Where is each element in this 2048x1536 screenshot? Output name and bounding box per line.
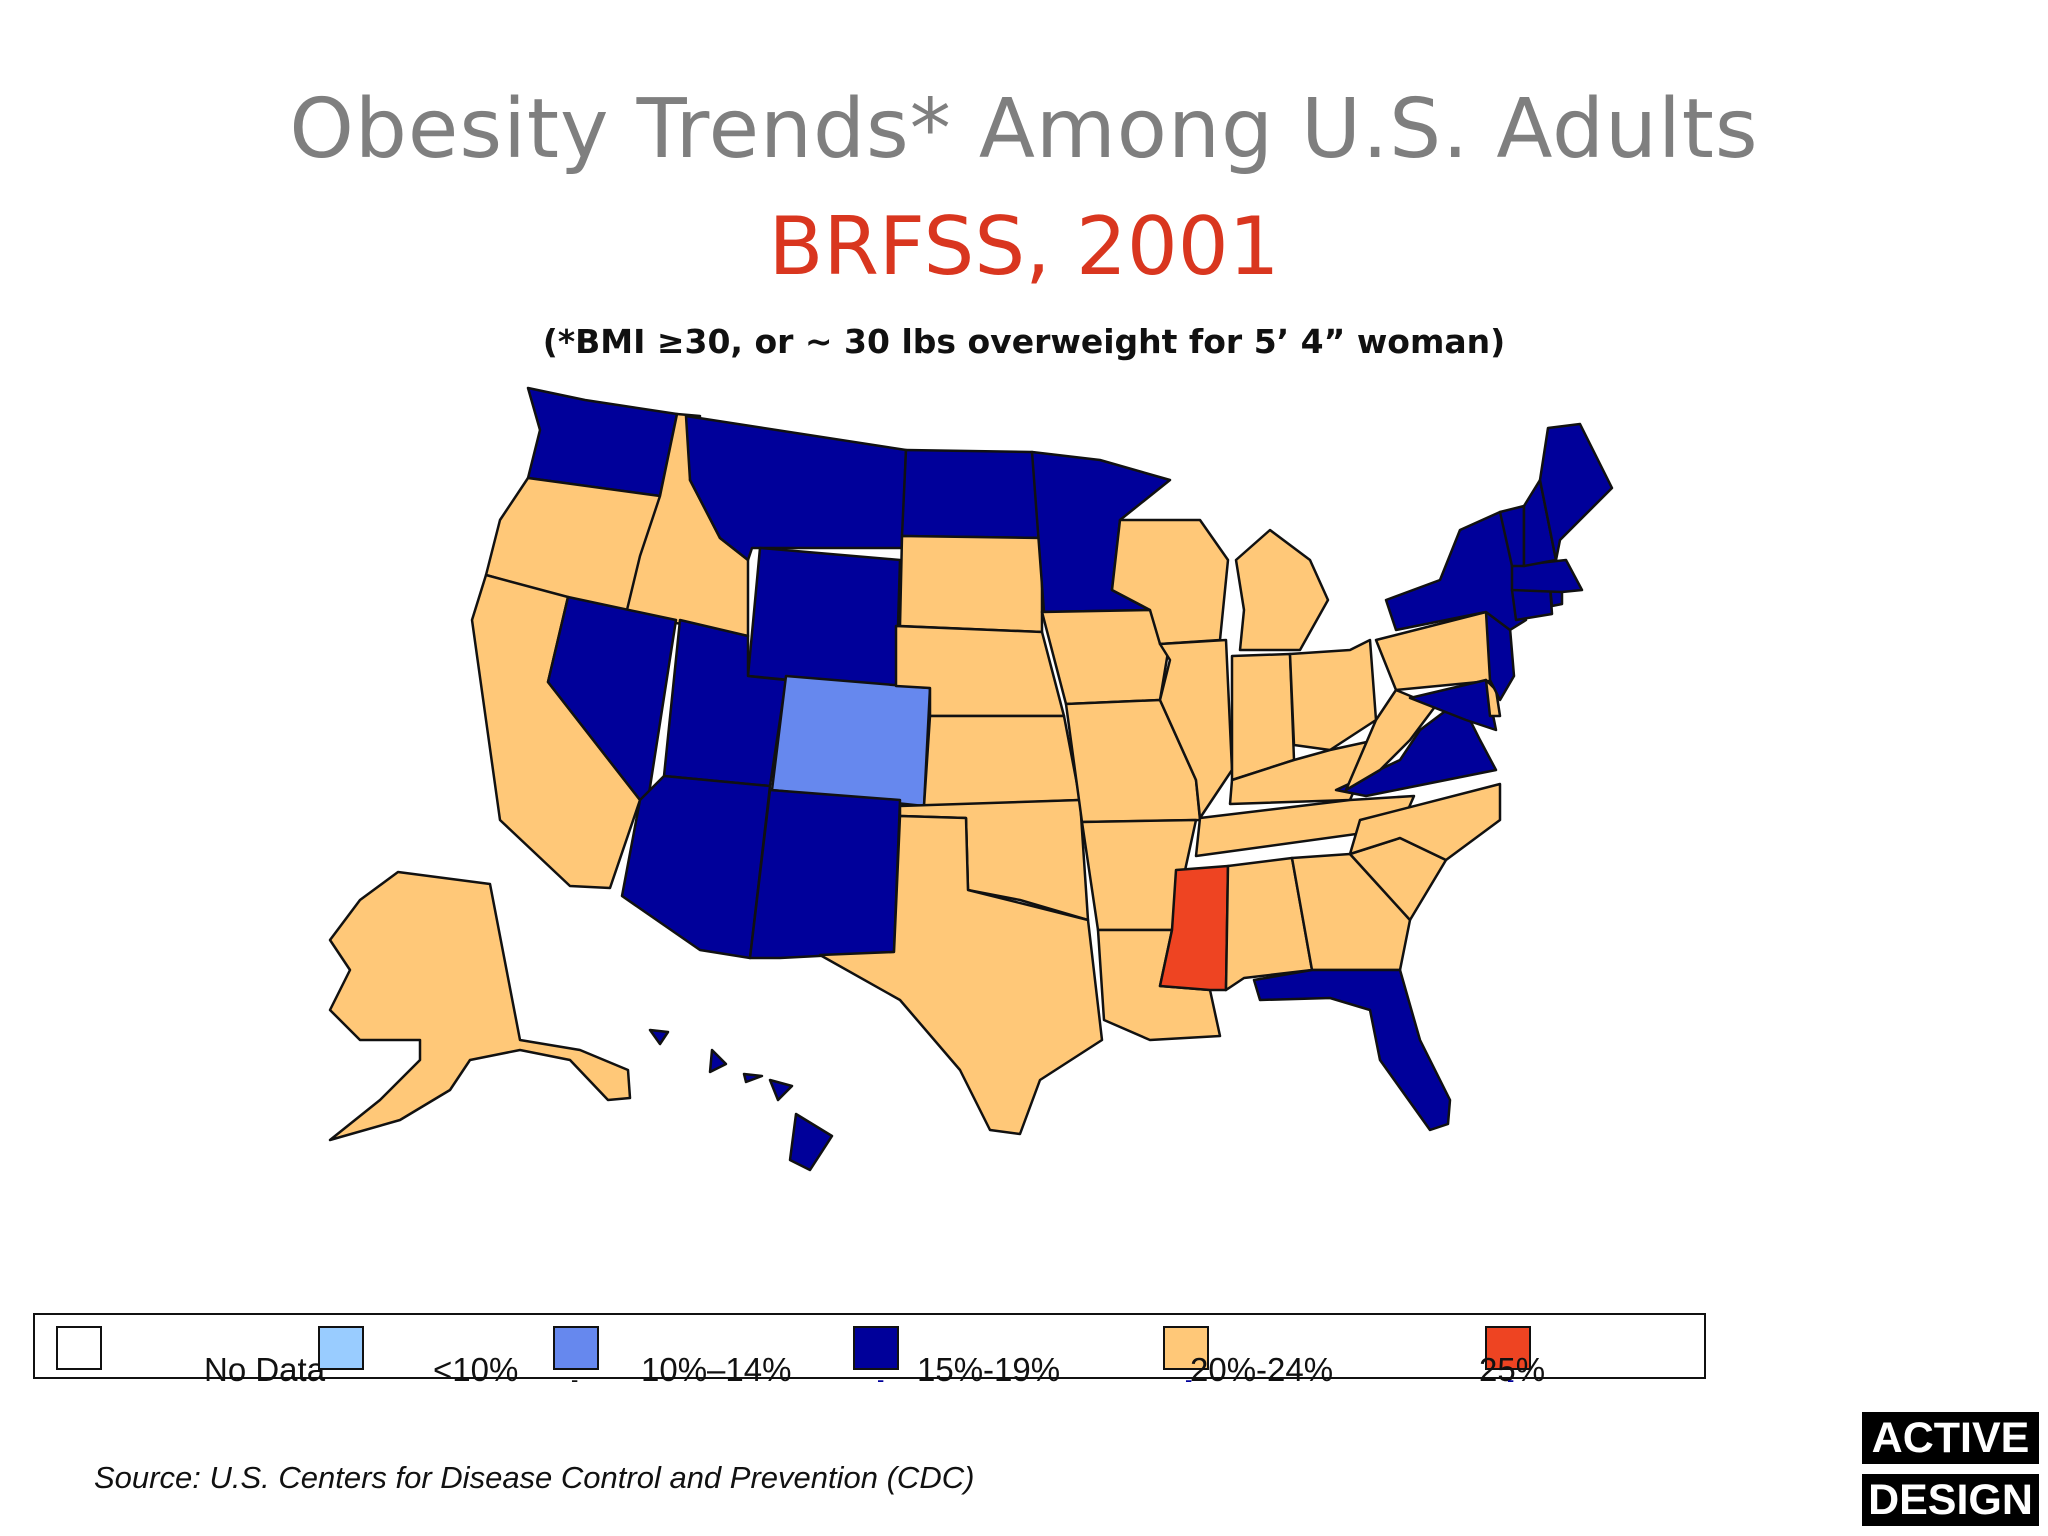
legend-swatch-10-14: [553, 1326, 599, 1370]
state-CO[interactable]: [770, 674, 932, 808]
state-MD[interactable]: [1408, 678, 1498, 732]
state-SD[interactable]: [898, 534, 1044, 634]
state-IA[interactable]: [1040, 608, 1172, 706]
us-obesity-map: [328, 386, 1614, 1172]
legend-label-25: 25%: [1479, 1351, 1546, 1388]
legend-swatch-no-data: [56, 1326, 102, 1370]
legend-swatch-lt10: [318, 1326, 364, 1370]
state-MT[interactable]: [684, 414, 908, 562]
state-MA[interactable]: [1510, 558, 1584, 594]
state-AZ[interactable]: [620, 774, 772, 960]
bmi-note: (*BMI ≥30, or ~ 30 lbs overweight for 5’…: [542, 322, 1506, 361]
active-design-logo: ACTIVE DESIGN: [1862, 1412, 2039, 1532]
legend-swatch-25: [1485, 1326, 1531, 1370]
state-AL[interactable]: [1224, 856, 1314, 992]
state-IL[interactable]: [1158, 638, 1234, 820]
legend-label-10-14: 10%–14%: [641, 1351, 792, 1388]
state-FL[interactable]: [1252, 968, 1452, 1132]
state-WV[interactable]: [1344, 688, 1442, 792]
state-HI-oahu[interactable]: [708, 1048, 728, 1074]
state-ND[interactable]: [900, 448, 1044, 540]
state-ME[interactable]: [1538, 422, 1614, 562]
legend-label-15-19: 15%-19%: [917, 1351, 1061, 1388]
state-HI-kauai[interactable]: [648, 1028, 670, 1046]
state-MI[interactable]: [1234, 528, 1330, 652]
legend-swatch-15-19: [853, 1326, 899, 1370]
map-legend: No Data <10% - 10%–14% 15%-19% - 20%-24%…: [33, 1313, 1706, 1391]
state-NM[interactable]: [748, 788, 902, 960]
legend-label-20-24: 20%-24%: [1190, 1351, 1334, 1388]
state-NC[interactable]: [1348, 782, 1502, 862]
state-WY[interactable]: [746, 546, 902, 692]
state-HI-molokai[interactable]: [742, 1072, 764, 1084]
state-HI-maui[interactable]: [768, 1078, 794, 1102]
legend-swatch-20-24: [1163, 1326, 1209, 1370]
state-KS[interactable]: [922, 714, 1082, 808]
legend-label-no-data: No Data: [204, 1351, 326, 1388]
state-GA[interactable]: [1290, 852, 1412, 972]
state-HI[interactable]: [788, 1112, 834, 1172]
state-TX[interactable]: [818, 814, 1104, 1136]
map-subtitle: BRFSS, 2001: [768, 200, 1280, 293]
state-OH[interactable]: [1288, 638, 1378, 752]
logo-line-1: ACTIVE: [1862, 1412, 2039, 1464]
state-IN[interactable]: [1230, 652, 1296, 782]
legend-label-lt10: <10%: [433, 1351, 519, 1388]
state-AK[interactable]: [328, 870, 632, 1142]
logo-line-2: DESIGN: [1862, 1474, 2039, 1526]
map-title: Obesity Trends* Among U.S. Adults: [289, 82, 1759, 177]
source-citation: Source: U.S. Centers for Disease Control…: [94, 1460, 975, 1495]
